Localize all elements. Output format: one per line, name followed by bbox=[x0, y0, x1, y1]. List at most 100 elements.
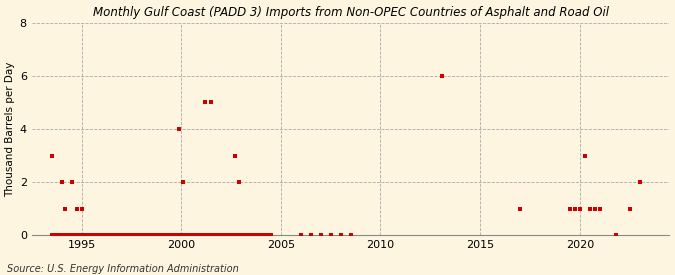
Point bbox=[166, 233, 177, 238]
Point bbox=[325, 233, 336, 238]
Point bbox=[73, 233, 84, 238]
Point bbox=[221, 233, 232, 238]
Point bbox=[47, 233, 57, 238]
Point bbox=[167, 233, 178, 238]
Point bbox=[249, 233, 260, 238]
Point bbox=[106, 233, 117, 238]
Point bbox=[66, 180, 77, 184]
Point bbox=[178, 180, 188, 184]
Point bbox=[259, 233, 269, 238]
Point bbox=[217, 233, 228, 238]
Point bbox=[51, 233, 62, 238]
Point bbox=[116, 233, 127, 238]
Point bbox=[78, 233, 88, 238]
Point bbox=[103, 233, 113, 238]
Point bbox=[182, 233, 193, 238]
Point bbox=[252, 233, 263, 238]
Point bbox=[98, 233, 109, 238]
Point bbox=[144, 233, 155, 238]
Point bbox=[84, 233, 95, 238]
Point bbox=[574, 207, 585, 211]
Point bbox=[153, 233, 163, 238]
Point bbox=[126, 233, 137, 238]
Point bbox=[190, 233, 201, 238]
Point bbox=[296, 233, 306, 238]
Point bbox=[149, 233, 160, 238]
Point bbox=[47, 153, 57, 158]
Point bbox=[56, 233, 67, 238]
Point bbox=[589, 207, 600, 211]
Point bbox=[345, 233, 356, 238]
Point bbox=[148, 233, 159, 238]
Point bbox=[261, 233, 271, 238]
Point bbox=[117, 233, 128, 238]
Point bbox=[189, 233, 200, 238]
Point bbox=[156, 233, 167, 238]
Point bbox=[570, 207, 580, 211]
Point bbox=[68, 233, 78, 238]
Point bbox=[225, 233, 236, 238]
Point bbox=[206, 233, 217, 238]
Point bbox=[114, 233, 125, 238]
Point bbox=[186, 233, 196, 238]
Point bbox=[48, 233, 59, 238]
Point bbox=[88, 233, 99, 238]
Point bbox=[89, 233, 100, 238]
Point bbox=[315, 233, 326, 238]
Point bbox=[335, 233, 346, 238]
Point bbox=[132, 233, 143, 238]
Point bbox=[230, 233, 241, 238]
Point bbox=[151, 233, 161, 238]
Point bbox=[178, 233, 188, 238]
Point bbox=[624, 207, 635, 211]
Point bbox=[247, 233, 258, 238]
Point bbox=[214, 233, 225, 238]
Point bbox=[131, 233, 142, 238]
Y-axis label: Thousand Barrels per Day: Thousand Barrels per Day bbox=[5, 61, 16, 197]
Point bbox=[141, 233, 152, 238]
Point bbox=[55, 233, 65, 238]
Point bbox=[585, 207, 595, 211]
Point bbox=[594, 207, 605, 211]
Point bbox=[207, 233, 218, 238]
Point bbox=[227, 233, 238, 238]
Point bbox=[86, 233, 97, 238]
Point bbox=[236, 233, 246, 238]
Point bbox=[92, 233, 103, 238]
Point bbox=[184, 233, 195, 238]
Point bbox=[219, 233, 230, 238]
Point bbox=[199, 233, 210, 238]
Point bbox=[139, 233, 150, 238]
Point bbox=[101, 233, 112, 238]
Point bbox=[113, 233, 124, 238]
Point bbox=[61, 233, 72, 238]
Point bbox=[95, 233, 105, 238]
Point bbox=[96, 233, 107, 238]
Point bbox=[129, 233, 140, 238]
Point bbox=[138, 233, 148, 238]
Point bbox=[53, 233, 63, 238]
Point bbox=[154, 233, 165, 238]
Point bbox=[181, 233, 192, 238]
Point bbox=[206, 100, 217, 104]
Point bbox=[119, 233, 130, 238]
Point bbox=[239, 233, 250, 238]
Point bbox=[63, 233, 74, 238]
Point bbox=[229, 233, 240, 238]
Point bbox=[611, 233, 622, 238]
Point bbox=[76, 207, 87, 211]
Point bbox=[197, 233, 208, 238]
Point bbox=[71, 233, 82, 238]
Point bbox=[209, 233, 220, 238]
Text: Source: U.S. Energy Information Administration: Source: U.S. Energy Information Administ… bbox=[7, 264, 238, 274]
Point bbox=[234, 180, 244, 184]
Point bbox=[234, 233, 244, 238]
Point bbox=[254, 233, 265, 238]
Point bbox=[128, 233, 138, 238]
Point bbox=[242, 233, 253, 238]
Point bbox=[59, 207, 70, 211]
Point bbox=[305, 233, 316, 238]
Point bbox=[163, 233, 173, 238]
Point bbox=[176, 233, 186, 238]
Point bbox=[83, 233, 94, 238]
